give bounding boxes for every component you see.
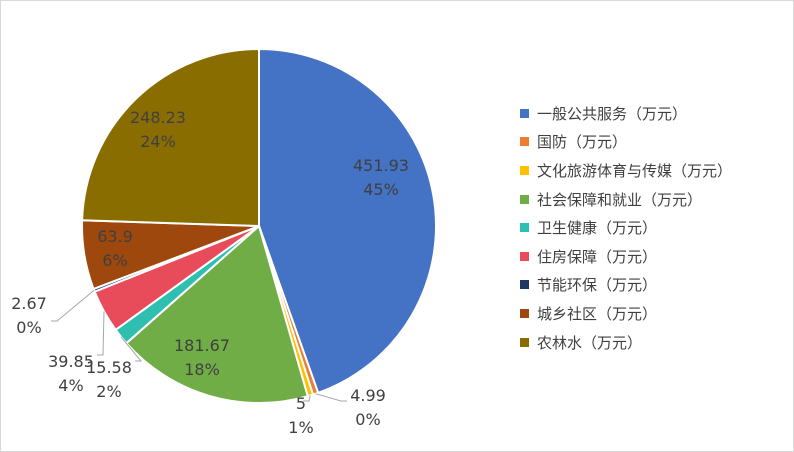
value-label-6: 39.85 (48, 352, 94, 371)
leader-line-7 (51, 289, 95, 322)
legend-swatch (520, 308, 529, 318)
legend-label: 城乡社区（万元） (537, 304, 658, 323)
leader-line-2 (315, 393, 347, 402)
legend-swatch (520, 251, 529, 261)
value-label-8: 63.9 (97, 227, 133, 246)
percent-label-8: 6% (102, 251, 127, 270)
value-label-3: 5 (296, 394, 306, 413)
value-label-7: 2.67 (11, 294, 47, 313)
value-label-4: 181.67 (174, 336, 230, 355)
legend-item-1: 一般公共服务（万元） (520, 99, 790, 128)
leader-line-6 (97, 311, 105, 356)
legend-label: 一般公共服务（万元） (537, 104, 688, 123)
leader-line-3 (303, 395, 311, 402)
percent-label-9: 24% (140, 132, 176, 151)
legend-label: 国防（万元） (537, 133, 628, 152)
value-label-2: 4.99 (350, 386, 386, 405)
percent-label-5: 2% (96, 382, 121, 401)
legend-swatch (520, 108, 529, 118)
legend-swatch (520, 165, 529, 175)
percent-label-4: 18% (184, 360, 220, 379)
pie-slice-9 (81, 47, 260, 228)
pie-slice-4 (124, 224, 309, 404)
legend-item-3: 文化旅游体育与传媒（万元） (520, 156, 790, 185)
percent-label-6: 4% (58, 376, 83, 395)
legend-label: 卫生健康（万元） (537, 219, 658, 238)
legend-swatch (520, 280, 529, 290)
percent-label-3: 1% (288, 418, 313, 437)
leader-line-5 (120, 336, 143, 362)
legend-item-7: 节能环保（万元） (520, 271, 790, 300)
value-label-9: 248.23 (130, 108, 186, 127)
legend-swatch (520, 337, 529, 347)
legend-label: 社会保障和就业（万元） (537, 190, 703, 209)
legend-item-2: 国防（万元） (520, 128, 790, 157)
percent-label-7: 0% (16, 318, 41, 337)
chart-legend: 一般公共服务（万元） 国防（万元） 文化旅游体育与传媒（万元） 社会保障和就业（万元）… (520, 99, 790, 356)
pie-slice-1 (258, 47, 437, 395)
data-labels: 451.93 45% 4.99 0% 5 1% 181.67 18% 15.58 2%39.85 4… (11, 108, 409, 437)
legend-item-9: 农林水（万元） (520, 328, 790, 357)
value-label-1: 451.93 (353, 156, 409, 175)
legend-label: 文化旅游体育与传媒（万元） (537, 161, 733, 180)
legend-item-6: 住房保障（万元） (520, 242, 790, 271)
legend-label: 住房保障（万元） (537, 247, 658, 266)
percent-label-2: 0% (355, 410, 380, 429)
legend-label: 农林水（万元） (537, 333, 643, 352)
legend-item-8: 城乡社区（万元） (520, 299, 790, 328)
legend-swatch (520, 194, 529, 204)
percent-label-1: 45% (363, 180, 399, 199)
value-label-5: 15.58 (86, 358, 132, 377)
legend-item-4: 社会保障和就业（万元） (520, 185, 790, 214)
legend-swatch (520, 223, 529, 233)
legend-swatch (520, 137, 529, 147)
legend-item-5: 卫生健康（万元） (520, 213, 790, 242)
pie-slices (81, 47, 437, 404)
legend-label: 节能环保（万元） (537, 276, 658, 295)
